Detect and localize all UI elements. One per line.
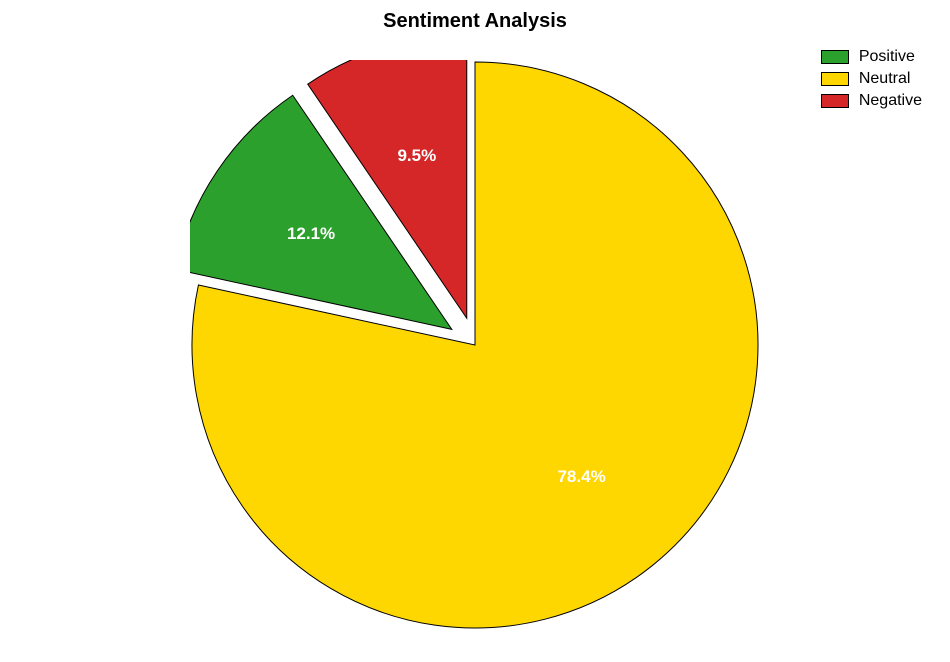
slice-label-negative: 9.5% [397,146,436,166]
legend: Positive Neutral Negative [821,48,922,114]
legend-item-positive: Positive [821,48,922,66]
legend-swatch-positive [821,50,849,64]
slice-label-neutral: 78.4% [557,467,605,487]
chart-title: Sentiment Analysis [383,10,567,33]
legend-item-neutral: Neutral [821,70,922,88]
legend-label-positive: Positive [859,48,915,66]
slice-label-positive: 12.1% [287,224,335,244]
legend-item-negative: Negative [821,92,922,110]
legend-swatch-neutral [821,72,849,86]
pie-chart: 78.4% 12.1% 9.5% [190,60,760,630]
legend-label-negative: Negative [859,92,922,110]
legend-swatch-negative [821,94,849,108]
legend-label-neutral: Neutral [859,70,911,88]
pie-svg [190,60,760,630]
